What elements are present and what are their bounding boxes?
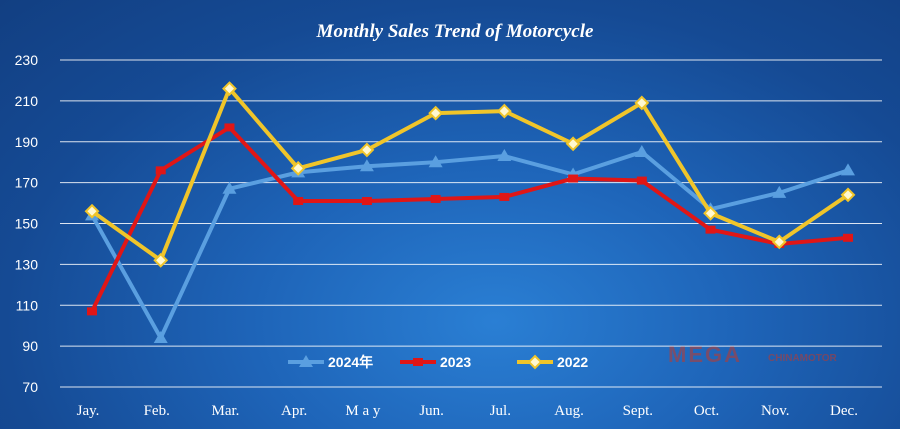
data-point [705,225,716,234]
y-tick-label: 170 [15,175,39,191]
data-point [153,330,168,343]
x-tick-label: Aug. [554,403,584,419]
data-point [87,307,97,316]
x-tick-label: Jul. [490,403,511,419]
data-point [568,174,579,183]
series-2 [84,81,856,268]
series-1 [87,123,853,316]
data-point [293,197,304,206]
y-tick-label: 230 [15,52,39,68]
legend-label: 2022 [557,354,588,370]
x-tick-label: Nov. [761,403,790,419]
data-point [499,192,510,201]
x-tick-label: M a y [345,403,380,419]
data-point [428,155,443,168]
data-point [771,234,787,250]
data-point [843,233,853,242]
data-point [222,81,237,97]
y-tick-label: 70 [22,379,38,395]
data-point [703,205,718,221]
legend-marker [527,354,543,370]
data-point [565,136,581,152]
y-tick-label: 110 [16,297,39,313]
legend-item: 2024年 [288,354,373,370]
data-point [772,185,787,198]
legend-item: 2023 [400,354,471,370]
data-point [634,144,649,157]
data-point [359,142,375,158]
data-point [428,105,444,121]
data-point [155,166,166,175]
y-tick-label: 190 [15,134,39,150]
y-tick-label: 90 [22,338,38,354]
data-point [153,252,169,268]
x-tick-label: Jay. [77,403,100,419]
x-tick-label: Feb. [144,403,170,419]
data-point [841,163,855,176]
data-point [361,197,372,206]
x-tick-label: Sept. [623,403,653,419]
data-point [496,103,512,119]
watermark-sub-text: CHINAMOTOR [768,353,837,364]
series-line [90,124,849,313]
data-point [84,203,100,219]
y-tick-label: 210 [15,93,39,109]
data-point [222,181,237,194]
data-point [840,187,856,203]
data-point [359,159,374,172]
series-line [90,149,849,343]
x-tick-label: Dec. [830,403,858,419]
x-tick-label: Mar. [211,403,239,419]
x-tick-label: Jun. [419,403,444,419]
series-line [90,84,850,264]
x-tick-label: Apr. [281,403,307,419]
y-tick-label: 150 [15,216,39,232]
legend-label: 2023 [440,354,471,370]
x-tick-label: Oct. [694,403,719,419]
legend-label: 2024年 [328,354,373,370]
data-point [634,95,650,111]
watermark-logo-text: MEGA [668,342,742,367]
y-tick-label: 130 [15,256,39,272]
data-point [290,160,306,176]
legend-marker [413,358,423,366]
series-0 [85,144,855,343]
data-point [224,123,235,132]
chart-title: Monthly Sales Trend of Motorcycle [316,21,594,42]
data-point [430,194,441,203]
data-point [497,149,512,162]
legend-marker [299,355,313,367]
watermark: MEGA CHINAMOTOR [668,342,837,367]
legend-item: 2022 [517,354,588,370]
data-point [636,176,647,185]
